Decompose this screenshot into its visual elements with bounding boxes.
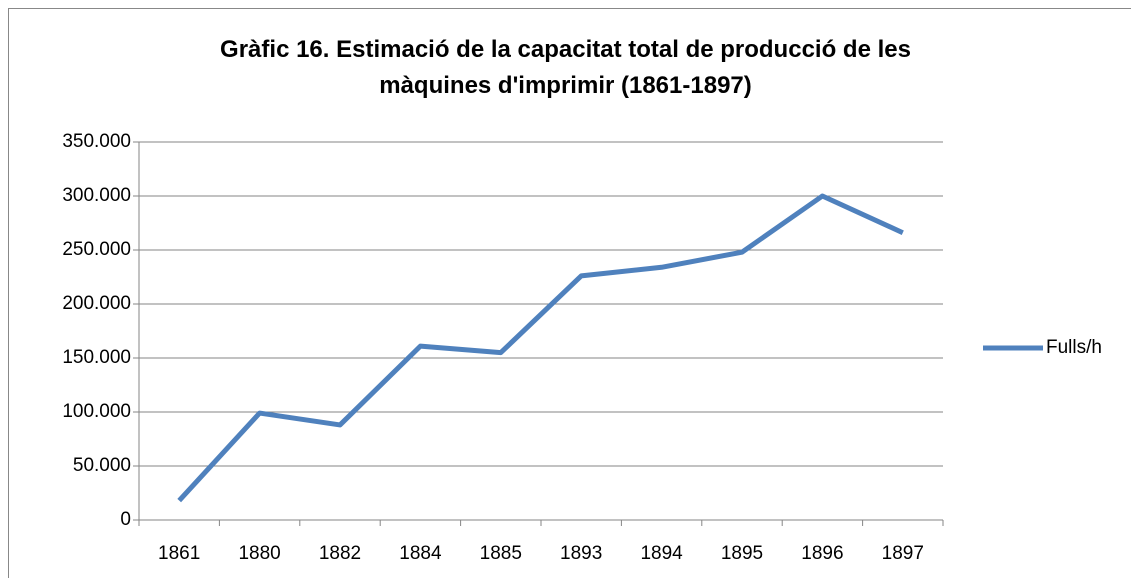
x-tick-label: 1861 — [158, 543, 200, 564]
y-tick-label: 100.000 — [62, 401, 131, 422]
x-tick-label: 1896 — [801, 543, 843, 564]
y-tick-label: 300.000 — [62, 185, 131, 206]
line-series — [177, 193, 904, 503]
x-tick-label: 1894 — [640, 543, 683, 564]
x-tick-label: 1882 — [319, 543, 361, 564]
x-tick-label: 1884 — [399, 543, 442, 564]
x-tick-label: 1897 — [882, 543, 924, 564]
y-tick-label: 250.000 — [62, 239, 131, 260]
x-tick-label: 1880 — [238, 543, 280, 564]
chart-title: Gràfic 16. Estimació de la capacitat tot… — [220, 36, 911, 99]
legend-label: Fulls/h — [1046, 337, 1102, 358]
y-tick-label: 50.000 — [73, 455, 131, 476]
y-tick-label: 150.000 — [62, 347, 131, 368]
chart-border — [8, 8, 1131, 578]
y-tick-label: 0 — [120, 509, 131, 530]
y-tick-label: 200.000 — [62, 293, 131, 314]
x-tick-label: 1893 — [560, 543, 602, 564]
y-tick-label: 350.000 — [62, 131, 131, 152]
x-tick-label: 1885 — [480, 543, 522, 564]
x-tick-label: 1895 — [721, 543, 763, 564]
